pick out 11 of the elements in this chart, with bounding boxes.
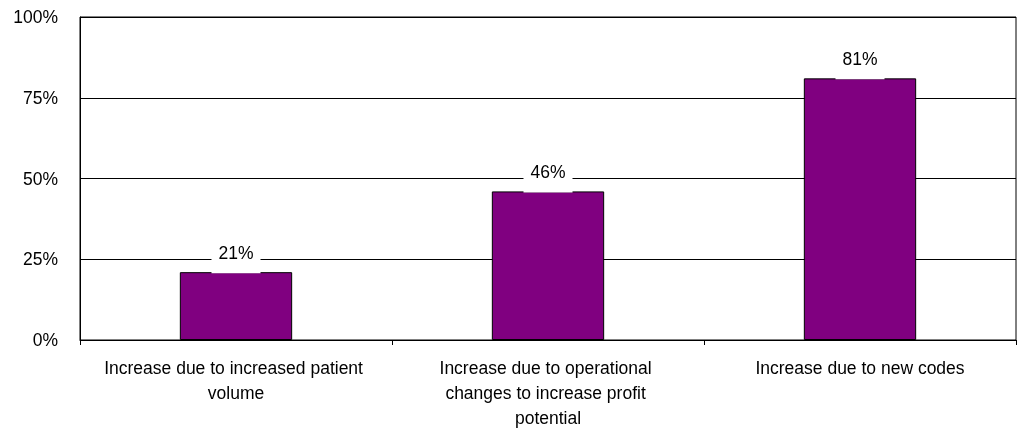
x-tick-label: Increase due to new codes [755, 357, 965, 378]
y-tick-label: 100% [13, 7, 58, 27]
data-label: 21% [218, 243, 254, 264]
y-tick-label: 25% [22, 249, 58, 270]
x-tick-label: Increase due to operational changes to increase profit potential [439, 357, 657, 428]
y-tick-label: 75% [22, 87, 58, 108]
data-label: 46% [530, 162, 566, 183]
x-tick-label: Increase due to increased patient volume [104, 357, 368, 403]
y-tick-label: 50% [22, 168, 58, 189]
y-tick-label: 0% [32, 330, 58, 350]
data-label: 81% [842, 49, 878, 70]
